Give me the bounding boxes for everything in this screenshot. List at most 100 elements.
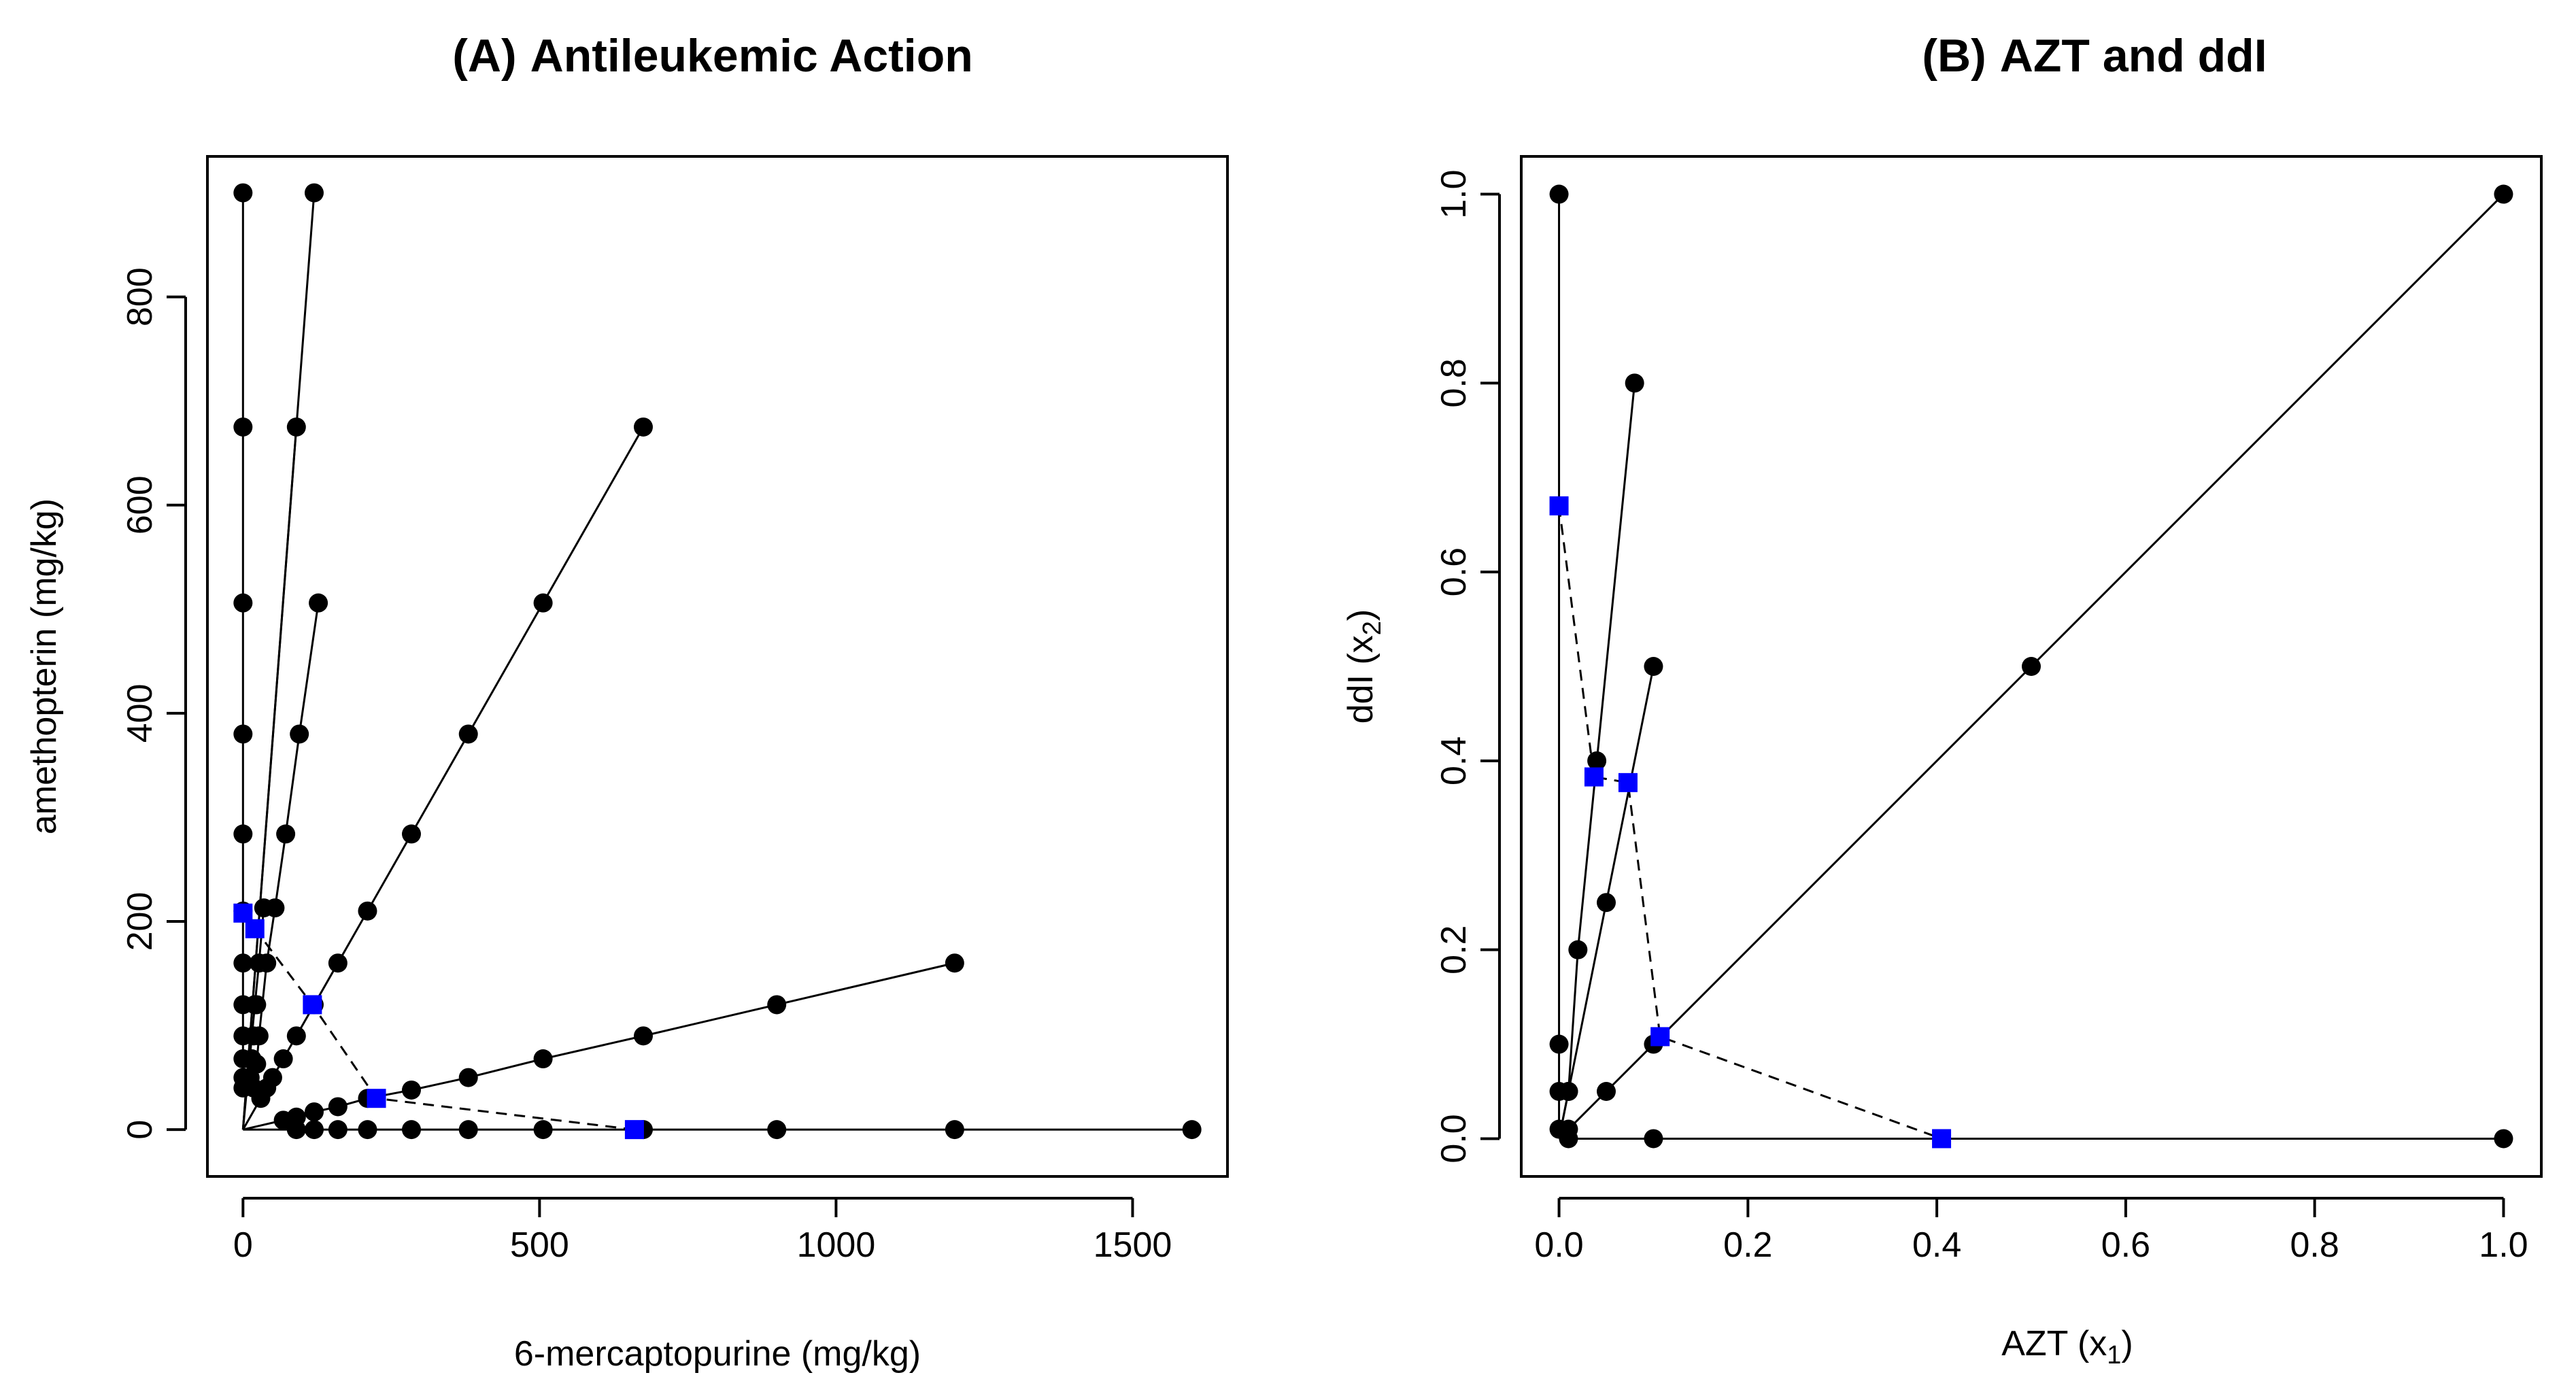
panel-a-data-point	[240, 1068, 260, 1087]
panel-a-isobole-point	[245, 919, 265, 938]
panel-b-y-tick-label: 0.6	[1434, 547, 1474, 596]
panel-b-x-tick-label: 0.6	[2101, 1225, 2150, 1265]
panel-a-x-label: 6-mercaptopurine (mg/kg)	[514, 1334, 921, 1374]
panel-a-data-point	[533, 1120, 553, 1140]
panel-a-data-point	[233, 824, 253, 844]
panel-a-x-axis: 0 500 1000 1500	[233, 1197, 1172, 1265]
panel-b-y-axis: 0.0 0.2 0.4 0.6 0.8 1.0	[1434, 169, 1501, 1164]
panel-a-data-point	[533, 593, 553, 613]
panel-b-x-tick-label: 0.4	[1912, 1225, 1961, 1265]
panel-b-x-axis: 0.0 0.2 0.4 0.6 0.8 1.0	[1534, 1197, 2528, 1265]
panel-b-y-tick-label: 0.8	[1434, 358, 1474, 407]
panel-a-y-tick-label: 600	[120, 475, 160, 534]
panel-b-y-label: ddI (x2)	[1341, 609, 1387, 724]
panel-a-data-point	[244, 1026, 264, 1046]
panel-b-data-point	[1644, 657, 1663, 676]
panel-a-y-tick-label: 200	[120, 892, 160, 951]
panel-a-plot-frame	[206, 155, 1229, 1178]
panel-b-y-tick-label: 0.0	[1434, 1114, 1474, 1163]
panel-a-data-point	[233, 183, 253, 203]
panel-b-x-tick-label: 1.0	[2479, 1225, 2528, 1265]
panel-a-x-tick-label: 1500	[1094, 1225, 1172, 1265]
panel-a-data-point	[233, 593, 253, 613]
panel-b-data-point	[1559, 1129, 1578, 1149]
panel-b-data-point	[1549, 1034, 1569, 1054]
panel-b-x-label-sub: 1	[2107, 1341, 2121, 1370]
panel-a-isobole	[233, 903, 644, 1140]
panel-a-data-point	[402, 1080, 421, 1100]
panel-a-data-point	[358, 901, 377, 921]
panel-b-y-label-tail: )	[1341, 609, 1380, 621]
panel-a-isobole-point	[624, 1120, 644, 1140]
panel-b-data-point	[2022, 657, 2041, 676]
panel-a-x-tick-label: 500	[510, 1225, 569, 1265]
panel-b-isobole-point	[1584, 767, 1604, 787]
panel-b-data-point	[1549, 184, 1569, 204]
panel-a-data-point	[273, 1049, 293, 1069]
panel-a: (A) Antileukemic Action 0 500 1000 1500 0 200…	[24, 30, 1229, 1374]
panel-b-data-point	[1568, 940, 1588, 960]
panel-b: (B) AZT and ddI 0.0 0.2 0.4 0.6 0.8 1.0 0.0 0.2…	[1341, 30, 2543, 1370]
panel-a-data-point	[945, 1120, 964, 1140]
panel-b-isobole-line	[1558, 505, 1942, 1140]
panel-a-data-point	[309, 593, 328, 613]
panel-a-data-point	[233, 417, 253, 437]
panel-a-data-point	[358, 1120, 377, 1140]
panel-b-isobole-point	[1650, 1027, 1670, 1047]
panel-a-y-label: amethopterin (mg/kg)	[24, 498, 64, 834]
panel-b-y-label-main: ddI (x	[1341, 635, 1380, 724]
panel-a-data-point	[402, 824, 421, 844]
panel-a-data-point	[767, 1120, 787, 1140]
panel-a-data-point	[458, 1120, 478, 1140]
panel-a-data-point	[304, 183, 324, 203]
panel-b-isobole-point	[1549, 496, 1569, 515]
panel-a-data-point	[328, 1120, 348, 1140]
panel-b-y-tick-label: 0.2	[1434, 926, 1474, 974]
panel-a-data-point	[633, 1026, 653, 1046]
panel-a-data-point	[533, 1049, 553, 1069]
panel-a-rays	[233, 183, 1202, 1140]
panel-a-isobole-point	[367, 1089, 386, 1108]
panel-b-x-label-tail: )	[2121, 1324, 2133, 1363]
panel-a-ray-line	[241, 192, 316, 1130]
panel-a-data-point	[286, 1026, 306, 1046]
panel-a-data-point	[328, 1097, 348, 1117]
panel-a-isobole-line	[242, 912, 635, 1131]
panel-a-x-tick-label: 1000	[797, 1225, 876, 1265]
panel-b-data-point	[1625, 373, 1644, 393]
panel-b-data-point	[2494, 184, 2513, 204]
panel-b-data-point	[1597, 893, 1616, 913]
panel-b-x-tick-label: 0.0	[1534, 1225, 1583, 1265]
panel-a-data-point	[233, 953, 253, 973]
panel-a-data-point	[304, 1120, 324, 1140]
panel-a-y-axis: 0 200 400 600 800	[120, 267, 187, 1140]
panel-b-x-tick-label: 0.8	[2290, 1225, 2339, 1265]
panel-b-y-label-sub: 2	[1358, 621, 1387, 635]
panel-a-data-point	[304, 1102, 324, 1122]
panel-a-y-tick-label: 0	[120, 1120, 160, 1140]
panel-a-data-point	[233, 724, 253, 744]
panel-a-data-point	[276, 824, 296, 844]
panel-a-data-point	[1182, 1120, 1202, 1140]
panel-a-data-point	[458, 1068, 478, 1087]
panel-a-ray-line	[242, 426, 645, 1130]
panel-a-data-point	[458, 724, 478, 744]
panel-b-data-point	[1597, 1082, 1616, 1101]
panel-a-data-point	[247, 995, 267, 1015]
panel-b-rays	[1549, 184, 2513, 1149]
panel-a-letter: (A)	[452, 30, 516, 82]
panel-b-isobole-point	[1932, 1129, 1952, 1149]
panel-a-data-point	[328, 953, 348, 973]
panel-a-title: (A) Antileukemic Action	[452, 30, 973, 82]
panel-a-isobole-point	[303, 995, 322, 1015]
panel-b-x-label-main: AZT (x	[2001, 1324, 2107, 1363]
panel-a-data-point	[254, 898, 273, 918]
panel-a-data-point	[290, 724, 309, 744]
panel-a-data-point	[767, 995, 787, 1015]
panel-b-data-point	[1644, 1129, 1663, 1149]
panel-b-x-tick-label: 0.2	[1723, 1225, 1772, 1265]
panel-b-title: (B) AZT and ddI	[1922, 30, 2267, 82]
panel-a-y-tick-label: 400	[120, 683, 160, 743]
panel-a-y-tick-label: 800	[120, 267, 160, 326]
